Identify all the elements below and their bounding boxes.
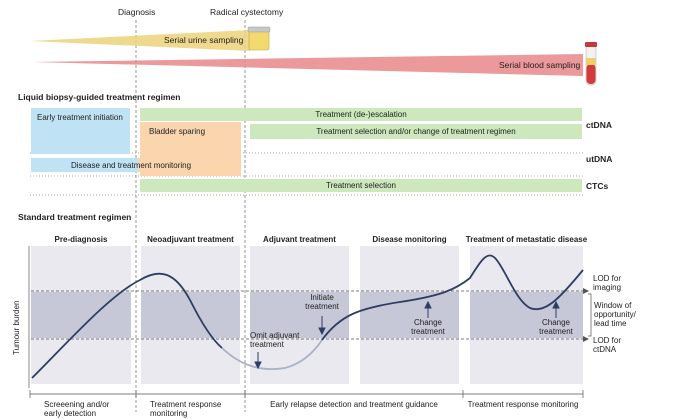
utdna-label: utDNA <box>586 154 613 164</box>
blood-sampling-wedge <box>32 54 583 76</box>
lod-imaging-arrow <box>583 288 589 294</box>
standard-title: Standard treatment regimen <box>18 212 132 222</box>
ctcs-label: CTCs <box>586 181 609 191</box>
initiate-treatment-arrow <box>318 316 326 336</box>
treatment-selection-bar: Treatment selection <box>140 179 582 192</box>
bottom-label-4: Treatment response monitoring <box>467 400 579 409</box>
change-treatment-arrow-2 <box>552 300 560 318</box>
phase-disease-monitoring: Disease monitoring <box>372 235 447 244</box>
urine-sampling-wedge <box>30 30 250 51</box>
treatment-selection-label: Treatment selection <box>326 181 396 190</box>
bottom-label-1: Screeening and/or early detection <box>44 400 110 419</box>
lod-ctdna-arrow <box>583 336 589 342</box>
bladder-sparing-label: Bladder sparing <box>149 127 206 136</box>
lod-ctdna-label: LOD for ctDNA <box>593 336 622 355</box>
bottom-label-2: Treatment response monitoring <box>150 400 222 419</box>
window-bracket <box>588 293 592 337</box>
deescalation-bar: Treatment (de-)escalation <box>140 108 582 121</box>
window-label: Window of opportunity/ lead time <box>594 301 636 329</box>
tumour-curve-faint <box>221 339 323 370</box>
radical-cystectomy-label: Radical cystectomy <box>210 7 284 17</box>
early-treatment-box: Early treatment initiation <box>31 108 130 154</box>
tumour-curve-late <box>321 254 584 341</box>
change-treatment-label-1: Change treatment <box>411 318 445 337</box>
disease-monitoring-label: Disease and treatment monitoring <box>71 161 192 170</box>
ctdna-label: ctDNA <box>586 120 612 130</box>
blood-tube-icon <box>585 42 597 86</box>
window-band <box>31 292 583 338</box>
y-axis-label: Tumour burden <box>12 300 21 355</box>
change-treatment-arrow-1 <box>424 300 432 318</box>
liquid-biopsy-title: Liquid biopsy-guided treatment regimen <box>18 92 181 102</box>
phase-adjuvant: Adjuvant treatment <box>263 235 336 244</box>
omit-adjuvant-label: Omit adjuvant treatment <box>250 331 300 350</box>
bottom-ticks <box>29 390 584 398</box>
initiate-treatment-label: Initiate treatment <box>305 293 339 312</box>
change-treatment-label-2: Change treatment <box>539 318 573 337</box>
phase-pre-diagnosis: Pre-diagnosis <box>54 235 108 244</box>
disease-monitoring-bar: Disease and treatment monitoring <box>31 158 241 172</box>
phase-metastatic: Treatment of metastatic disease <box>465 235 588 244</box>
lod-imaging-label: LOD for imaging <box>593 274 622 293</box>
omit-adjuvant-arrow <box>254 352 262 370</box>
urine-cup-icon <box>247 26 271 51</box>
deescalation-label: Treatment (de-)escalation <box>315 110 407 119</box>
bottom-label-3: Early relapse detection and treatment gu… <box>270 400 438 409</box>
tumour-curve-early <box>31 272 223 379</box>
early-treatment-label: Early treatment initiation <box>37 113 123 122</box>
treatment-selection-change-label: Treatment selection and/or change of tre… <box>316 127 516 136</box>
urine-sampling-label: Serial urine sampling <box>164 35 244 45</box>
blood-sampling-label: Serial blood sampling <box>499 60 581 70</box>
diagnosis-label: Diagnosis <box>118 7 156 17</box>
phase-neoadjuvant: Neoadjuvant treatment <box>147 235 234 244</box>
treatment-selection-change-bar: Treatment selection and/or change of tre… <box>250 124 582 139</box>
